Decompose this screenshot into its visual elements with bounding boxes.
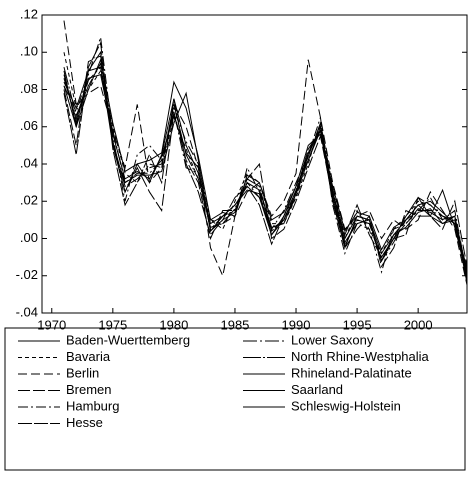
legend-label: Baden-Wuerttemberg [66,332,190,347]
legend-label: North Rhine-Westphalia [291,349,430,364]
y-tick-label: .06 [20,118,38,133]
series-line [63,73,468,284]
series-line [63,66,468,276]
series-line [63,37,468,276]
series-line [63,41,468,280]
x-tick-label: 1995 [343,317,372,332]
legend-label: Bremen [66,382,112,397]
y-tick-label: .10 [20,44,38,59]
plot-frame [41,14,468,314]
y-tick-label: -.04 [16,304,38,319]
series-line [63,52,468,273]
x-tick-label: 1990 [282,317,311,332]
series-line [63,55,468,268]
y-tick-label: -.02 [16,267,38,282]
x-tick-label: 1975 [98,317,127,332]
legend-label: Bavaria [66,349,111,364]
legend-label: Lower Saxony [291,332,374,347]
y-tick-label: .00 [20,230,38,245]
legend-box [4,327,466,471]
y-tick-label: .04 [20,155,38,170]
legend-label: Berlin [66,365,99,380]
legend-label: Hesse [66,415,103,430]
y-tick-label: .02 [20,193,38,208]
y-tick-label: .12 [20,6,38,21]
legend-label: Rhineland-Palatinate [291,365,412,380]
x-tick-label: 1980 [159,317,188,332]
series-line [63,57,468,269]
y-tick-label: .08 [20,81,38,96]
legend-label: Schleswig-Holstein [291,398,401,413]
x-tick-label: 1970 [37,317,66,332]
series-line [63,20,468,286]
legend-label: Saarland [291,382,343,397]
x-tick-label: 2000 [404,317,433,332]
x-tick-label: 1985 [220,317,249,332]
legend-label: Hamburg [66,398,119,413]
